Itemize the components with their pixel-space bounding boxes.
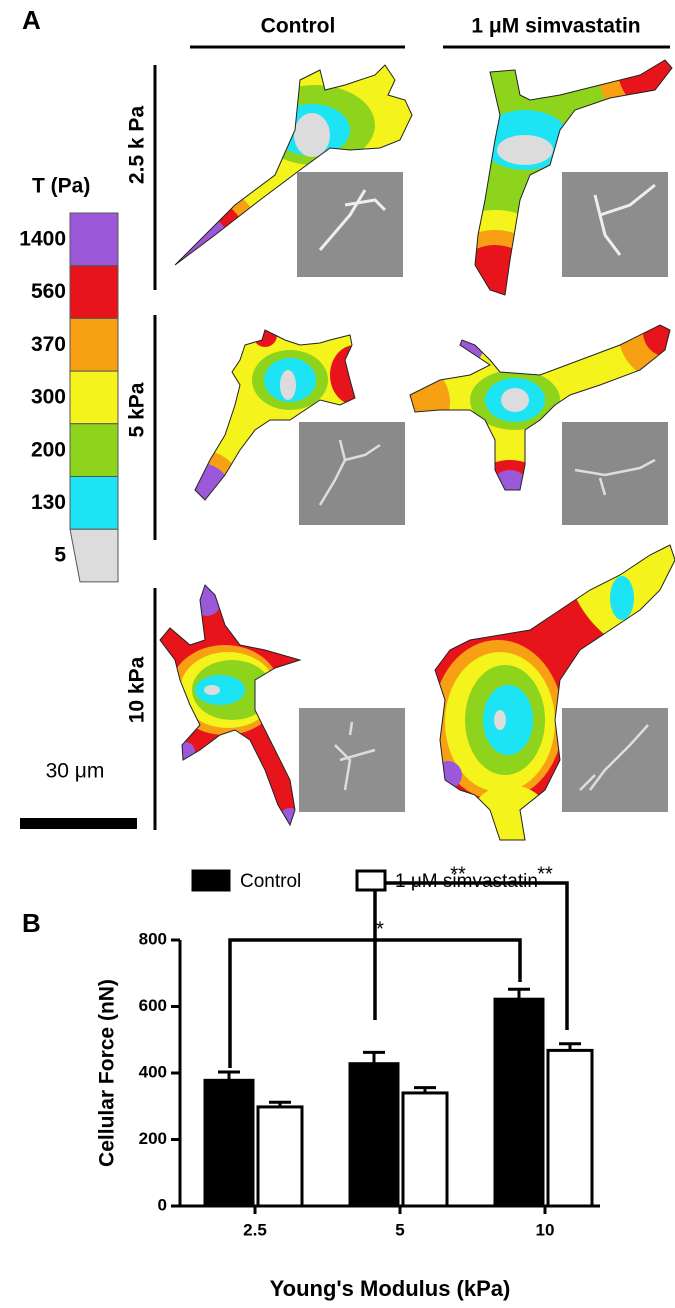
significance-mark: * <box>376 918 384 940</box>
traction-region <box>365 60 405 100</box>
x-tick-label: 10 <box>536 1220 555 1239</box>
bar <box>205 1080 253 1206</box>
bar <box>548 1050 592 1206</box>
bar-chart: 0 200 400 600 800 2.5 5 10 Control 1 μM simvastat… <box>139 871 600 1239</box>
scale-swatch <box>70 529 118 582</box>
scale-swatch <box>70 266 118 319</box>
bar <box>403 1093 447 1206</box>
significance-mark: ** <box>537 863 553 885</box>
traction-region <box>610 576 634 620</box>
traction-region <box>204 685 220 695</box>
bar <box>258 1107 302 1206</box>
scale-swatch <box>70 477 118 530</box>
traction-region <box>330 345 380 405</box>
scale-swatch <box>70 318 118 371</box>
x-tick-label: 2.5 <box>243 1220 267 1239</box>
panel-label: B <box>22 908 41 938</box>
cell-map <box>160 580 300 828</box>
traction-region <box>501 388 529 412</box>
row-label: 10 kPa <box>126 656 149 723</box>
traction-region <box>434 761 462 789</box>
scale-bar-label: 30 μm <box>46 760 105 783</box>
traction-region <box>192 580 222 616</box>
legend-label: 1 μM simvastatin <box>395 871 538 892</box>
bar <box>350 1064 398 1206</box>
scale-swatch <box>70 424 118 477</box>
traction-region <box>253 323 277 347</box>
legend-swatch <box>357 871 385 890</box>
bar <box>495 999 543 1206</box>
y-tick-label: 600 <box>139 996 167 1015</box>
legend-label: Control <box>240 871 301 892</box>
micrograph <box>299 422 405 525</box>
traction-region <box>494 710 506 730</box>
color-scale: 1400 560 370 300 200 130 5 <box>19 213 118 582</box>
row-label: 5 kPa <box>126 382 149 437</box>
legend-swatch <box>193 871 229 890</box>
x-axis-title: Young's Modulus (kPa) <box>270 1276 511 1301</box>
scale-label: 560 <box>31 280 66 303</box>
traction-region <box>450 245 540 335</box>
figure: A Control 1 μM simvastatin 2.5 k Pa 5 kP… <box>0 0 675 1308</box>
scale-label: 1400 <box>19 228 66 251</box>
y-axis-title: Cellular Force (nN) <box>96 979 119 1167</box>
page: {"panel_a": {"label": "A", "columns": ["… <box>0 0 675 1308</box>
scale-label: 300 <box>31 386 66 409</box>
traction-region <box>483 685 533 755</box>
scale-label: 5 <box>54 544 66 567</box>
scale-label: 130 <box>31 491 66 514</box>
micrograph <box>297 172 403 277</box>
legend-title: T (Pa) <box>32 175 90 198</box>
column-header: Control <box>261 15 336 38</box>
scale-label: 370 <box>31 333 66 356</box>
column-header: 1 μM simvastatin <box>471 15 640 38</box>
y-tick-label: 0 <box>158 1195 167 1214</box>
scale-swatch <box>70 371 118 424</box>
scale-swatch <box>70 213 118 266</box>
traction-region <box>294 113 330 157</box>
traction-region <box>280 370 296 400</box>
scale-label: 200 <box>31 438 66 461</box>
panel-label: A <box>22 5 41 35</box>
traction-region <box>497 135 553 165</box>
scale-bar <box>20 818 137 829</box>
row-label: 2.5 k Pa <box>126 106 149 185</box>
y-tick-label: 400 <box>139 1062 167 1081</box>
y-tick-label: 200 <box>139 1129 167 1148</box>
traction-region <box>440 323 484 367</box>
y-tick-label: 800 <box>139 929 167 948</box>
x-tick-label: 5 <box>395 1220 404 1239</box>
